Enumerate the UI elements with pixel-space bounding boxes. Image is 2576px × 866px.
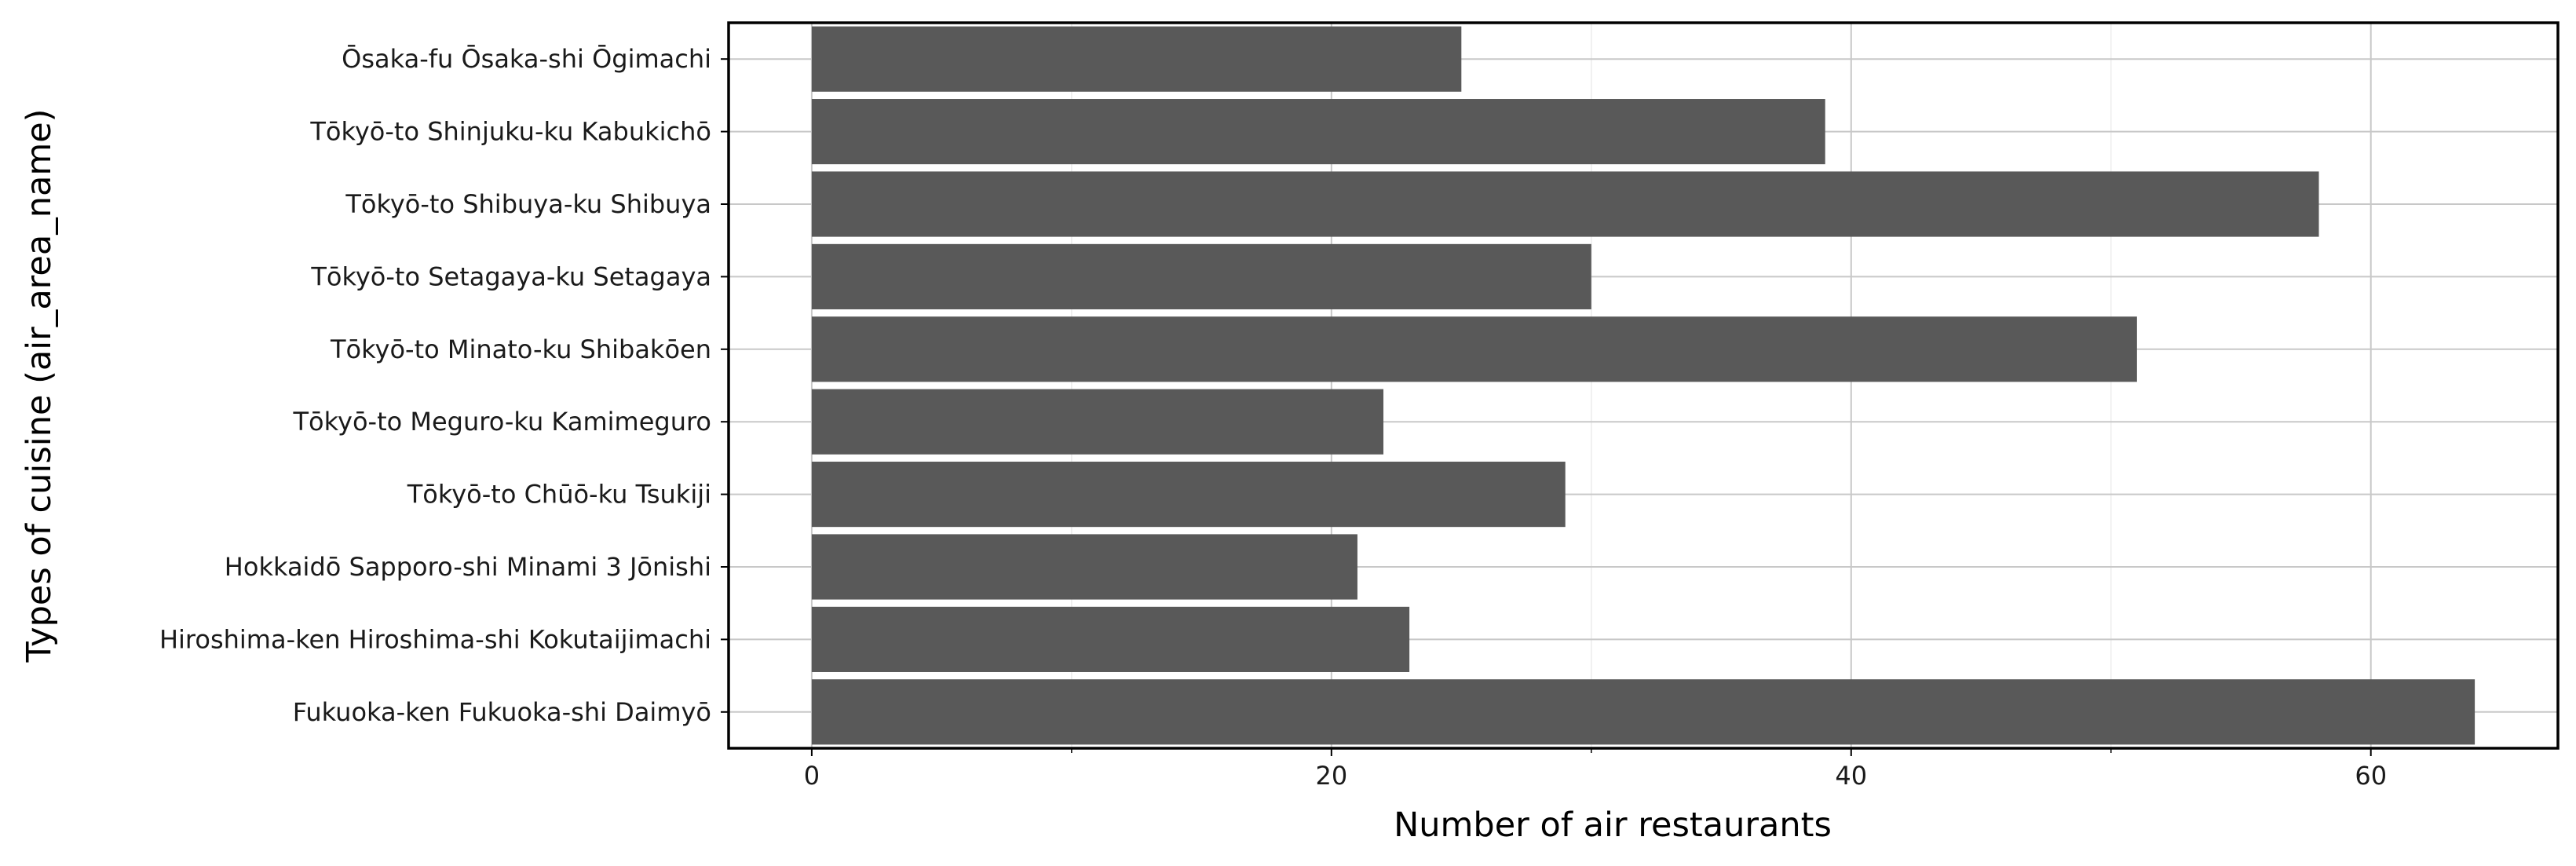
y-tick-label: Tōkyō-to Shibuya-ku Shibuya: [345, 189, 711, 219]
bar: [811, 171, 2319, 237]
bars: [811, 26, 2476, 745]
y-tick-label: Tōkyō-to Minato-ku Shibakōen: [330, 334, 711, 364]
bar: [811, 534, 1357, 600]
y-tick-label: Hokkaidō Sapporo-shi Minami 3 Jōnishi: [225, 552, 711, 582]
bar: [811, 99, 1825, 165]
bar: [811, 679, 2476, 745]
y-axis-ticks: Ōsaka-fu Ōsaka-shi Ōgimachi Tōkyō-to Shin…: [159, 44, 729, 727]
y-tick-label: Tōkyō-to Meguro-ku Kamimeguro: [292, 407, 711, 437]
x-tick-label: 40: [1835, 761, 1867, 791]
y-tick-label: Ōsaka-fu Ōsaka-shi Ōgimachi: [342, 44, 711, 74]
bar: [811, 389, 1384, 455]
bar: [811, 316, 2137, 382]
bar: [811, 462, 1566, 528]
bar: [811, 606, 1410, 672]
x-tick-label: 0: [804, 761, 820, 791]
y-tick-label: Fukuoka-ken Fukuoka-shi Daimyō: [293, 697, 711, 727]
bar: [811, 26, 1462, 92]
x-tick-label: 60: [2355, 761, 2387, 791]
y-tick-label: Hiroshima-ken Hiroshima-shi Kokutaijimac…: [159, 624, 711, 654]
x-axis-title: Number of air restaurants: [1394, 806, 1832, 845]
plot-panel-border: [727, 21, 2560, 750]
x-tick-label: 20: [1315, 761, 1347, 791]
y-tick-label: Tōkyō-to Shinjuku-ku Kabukichō: [309, 117, 711, 147]
y-tick-label: Tōkyō-to Setagaya-ku Setagaya: [310, 261, 711, 291]
y-tick-label: Tōkyō-to Chūō-ku Tsukiji: [407, 480, 711, 510]
bar: [811, 243, 1591, 309]
x-axis-ticks: 0 20 40 60: [804, 748, 2387, 791]
y-axis-title: Types of cuisine (air_area_name): [20, 109, 59, 663]
